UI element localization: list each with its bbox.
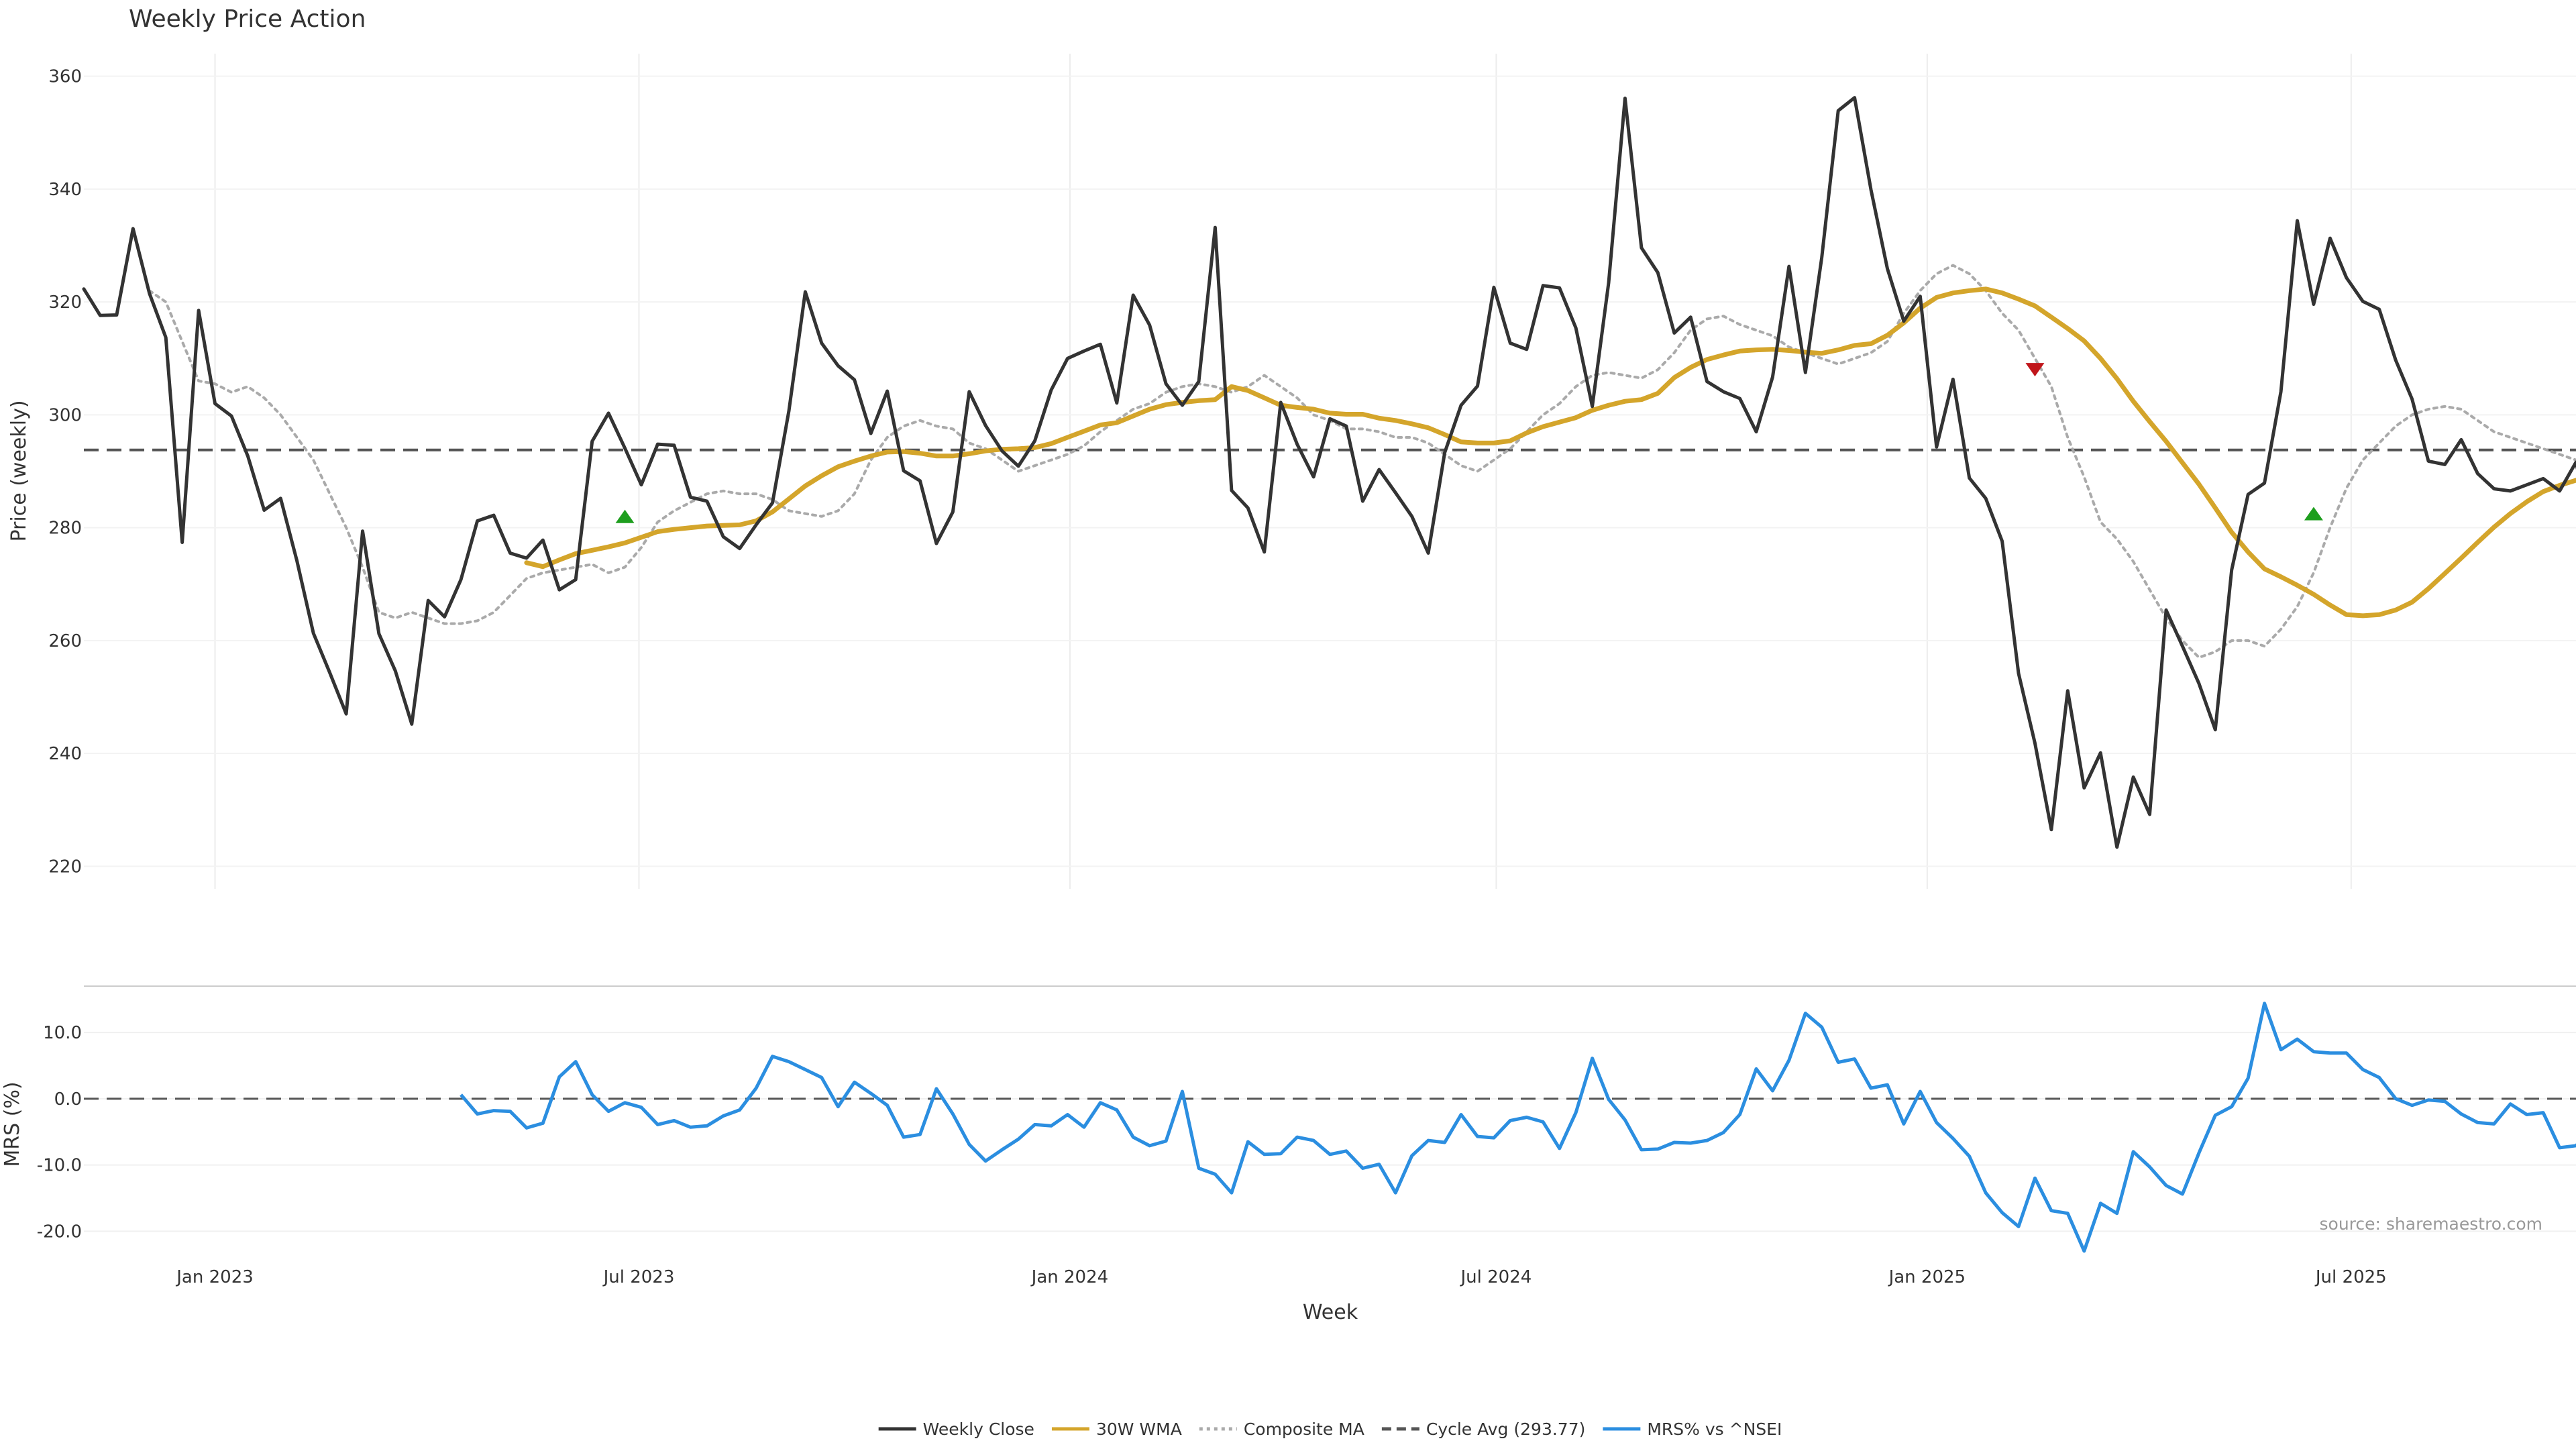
price-y-tick-label: 340	[48, 180, 82, 200]
chart-title: Weekly Price Action	[129, 5, 366, 33]
price-y-tick-label: 360	[48, 67, 82, 87]
buy-signal-marker	[2304, 506, 2323, 521]
price-y-tick-label: 220	[48, 857, 82, 877]
price-y-tick-label: 260	[48, 631, 82, 651]
x-axis-title: Week	[1303, 1301, 1358, 1324]
legend-label: Cycle Avg (293.77)	[1426, 1419, 1586, 1439]
mrs-y-axis-title: MRS (%)	[1, 1081, 24, 1167]
legend-label: MRS% vs ^NSEI	[1647, 1419, 1782, 1439]
price-y-tick-label: 320	[48, 292, 82, 313]
mrs-y-tick-label: 0.0	[54, 1089, 82, 1110]
price-y-axis-title: Price (weekly)	[7, 400, 31, 541]
x-axis: Jan 2023 Jul 2023 Jan 2024 Jul 2024 Jan 2025…	[175, 1267, 2386, 1287]
series-30w-wma	[524, 286, 2576, 619]
series-composite-ma	[148, 264, 2576, 659]
price-y-tick-label: 280	[48, 519, 82, 539]
sell-signal-marker	[2025, 363, 2045, 377]
legend-label: 30W WMA	[1096, 1419, 1182, 1439]
buy-signal-marker	[615, 509, 635, 523]
price-panel-grid	[84, 54, 2576, 889]
signal-markers	[615, 363, 2323, 523]
x-tick-label: Jul 2025	[2314, 1267, 2387, 1287]
price-y-axis: 220 240 260 280 300 320 340 360	[48, 67, 82, 877]
x-tick-label: Jan 2023	[175, 1267, 254, 1287]
series-mrs-vs-nsei	[460, 1002, 2576, 1253]
series-layer	[82, 96, 2576, 1253]
x-tick-label: Jul 2023	[602, 1267, 675, 1287]
price-y-tick-label: 300	[48, 405, 82, 425]
price-y-tick-label: 240	[48, 744, 82, 764]
mrs-y-tick-label: -20.0	[37, 1222, 82, 1242]
legend-label: Weekly Close	[923, 1419, 1034, 1439]
x-tick-label: Jan 2024	[1030, 1267, 1109, 1287]
x-tick-label: Jul 2024	[1459, 1267, 1532, 1287]
mrs-y-axis: -20.0 -10.0 0.0 10.0	[37, 1023, 82, 1242]
mrs-y-tick-label: -10.0	[37, 1156, 82, 1176]
series-weekly-close	[82, 96, 2576, 849]
legend: Weekly Close 30W WMA Composite MA Cycle Avg…	[878, 1419, 1782, 1439]
mrs-y-tick-label: 10.0	[43, 1023, 82, 1043]
source-label: source: sharemaestro.com	[2320, 1214, 2543, 1234]
x-tick-label: Jan 2025	[1888, 1267, 1966, 1287]
mrs-panel-grid	[84, 1032, 2576, 1232]
legend-label: Composite MA	[1244, 1419, 1364, 1439]
